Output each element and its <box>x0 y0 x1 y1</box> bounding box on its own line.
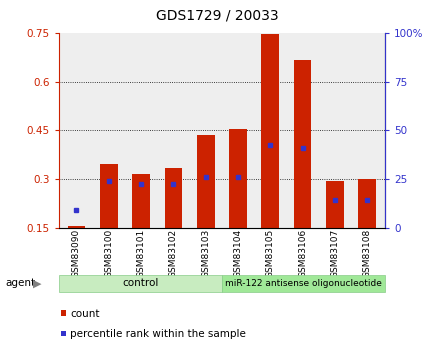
Bar <box>196 135 214 228</box>
Bar <box>164 168 182 228</box>
Text: percentile rank within the sample: percentile rank within the sample <box>70 329 246 339</box>
Text: agent: agent <box>5 278 35 288</box>
Bar <box>325 180 343 228</box>
Bar <box>261 34 279 228</box>
Bar <box>229 129 247 228</box>
Bar <box>293 60 311 228</box>
Bar <box>67 226 85 228</box>
Bar <box>100 164 118 228</box>
Bar <box>132 174 150 228</box>
Text: ▶: ▶ <box>33 278 41 288</box>
Bar <box>358 179 375 228</box>
Text: control: control <box>122 278 158 288</box>
Text: GDS1729 / 20033: GDS1729 / 20033 <box>156 9 278 23</box>
Text: count: count <box>70 309 100 318</box>
Text: miR-122 antisense oligonucleotide: miR-122 antisense oligonucleotide <box>224 279 381 288</box>
